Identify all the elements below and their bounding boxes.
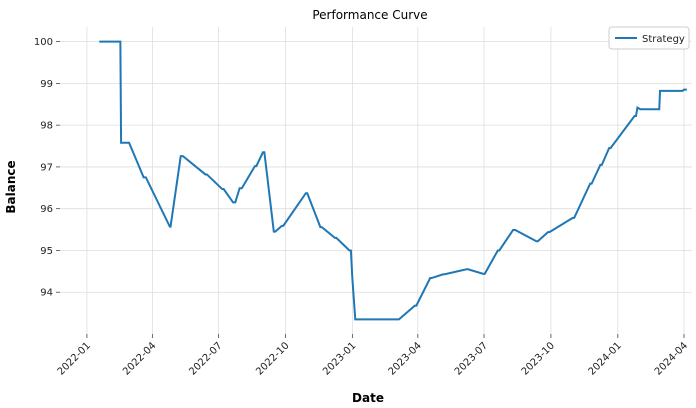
y-tick-label: 96 — [40, 204, 53, 215]
y-tick-label: 97 — [40, 162, 53, 173]
legend: Strategy — [608, 26, 690, 50]
x-axis-title: Date — [352, 391, 384, 405]
series-line-strategy — [99, 40, 687, 321]
y-tick-label: 95 — [40, 246, 53, 257]
y-axis-title: Balance — [4, 160, 18, 213]
legend-box — [608, 26, 690, 50]
legend-label-strategy: Strategy — [642, 34, 685, 45]
y-tick-label: 99 — [40, 79, 53, 90]
chart-title: Performance Curve — [312, 8, 427, 22]
y-tick-label: 100 — [34, 37, 53, 48]
y-tick-label: 94 — [40, 288, 53, 299]
y-tick-label: 98 — [40, 121, 53, 132]
series-layer — [99, 40, 687, 321]
grid — [60, 27, 692, 334]
